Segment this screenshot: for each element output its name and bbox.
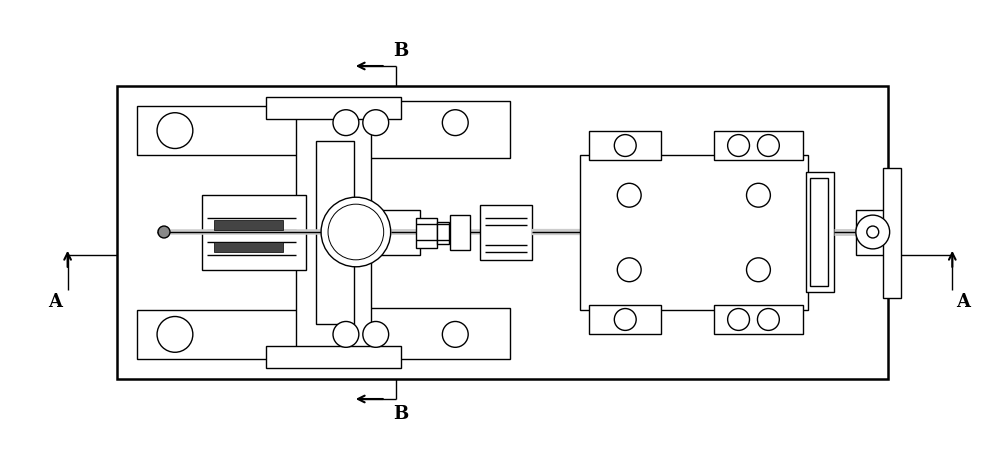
Bar bbox=[480, 205, 532, 260]
Circle shape bbox=[728, 309, 750, 331]
Bar bbox=[806, 173, 834, 292]
Circle shape bbox=[333, 321, 359, 347]
Bar bbox=[311, 307, 510, 359]
Circle shape bbox=[157, 113, 193, 148]
Text: B: B bbox=[393, 405, 408, 423]
Circle shape bbox=[867, 226, 879, 238]
Bar bbox=[214, 242, 283, 252]
Text: A: A bbox=[956, 292, 970, 311]
Bar bbox=[296, 101, 371, 364]
Circle shape bbox=[328, 204, 384, 260]
Text: B: B bbox=[393, 42, 408, 60]
Bar bbox=[810, 178, 828, 286]
Bar bbox=[714, 131, 803, 160]
Bar bbox=[714, 305, 803, 334]
Circle shape bbox=[614, 134, 636, 156]
Circle shape bbox=[747, 183, 770, 207]
Bar bbox=[416, 218, 437, 248]
Bar bbox=[371, 210, 420, 255]
Bar bbox=[311, 101, 510, 159]
Bar bbox=[450, 215, 470, 250]
Bar bbox=[207, 205, 301, 260]
Bar bbox=[883, 168, 901, 298]
Text: A: A bbox=[48, 292, 62, 311]
Bar bbox=[117, 86, 888, 379]
Bar bbox=[589, 305, 661, 334]
Bar bbox=[589, 131, 661, 160]
Bar bbox=[856, 210, 891, 255]
Circle shape bbox=[728, 134, 750, 156]
Bar bbox=[214, 220, 283, 230]
Bar bbox=[137, 310, 311, 359]
Circle shape bbox=[442, 110, 468, 136]
Circle shape bbox=[747, 258, 770, 282]
Bar bbox=[202, 195, 306, 270]
Circle shape bbox=[614, 309, 636, 331]
Circle shape bbox=[363, 110, 389, 136]
Bar bbox=[437, 222, 449, 244]
Circle shape bbox=[158, 226, 170, 238]
Circle shape bbox=[856, 215, 890, 249]
Circle shape bbox=[757, 309, 779, 331]
Circle shape bbox=[157, 317, 193, 352]
Circle shape bbox=[321, 197, 391, 267]
Bar bbox=[266, 97, 401, 119]
Circle shape bbox=[757, 134, 779, 156]
Bar bbox=[316, 140, 354, 325]
Circle shape bbox=[617, 258, 641, 282]
Circle shape bbox=[333, 110, 359, 136]
Circle shape bbox=[363, 321, 389, 347]
Bar bbox=[137, 106, 311, 155]
Circle shape bbox=[617, 183, 641, 207]
Circle shape bbox=[442, 321, 468, 347]
Bar bbox=[266, 346, 401, 368]
Bar bbox=[580, 155, 808, 310]
